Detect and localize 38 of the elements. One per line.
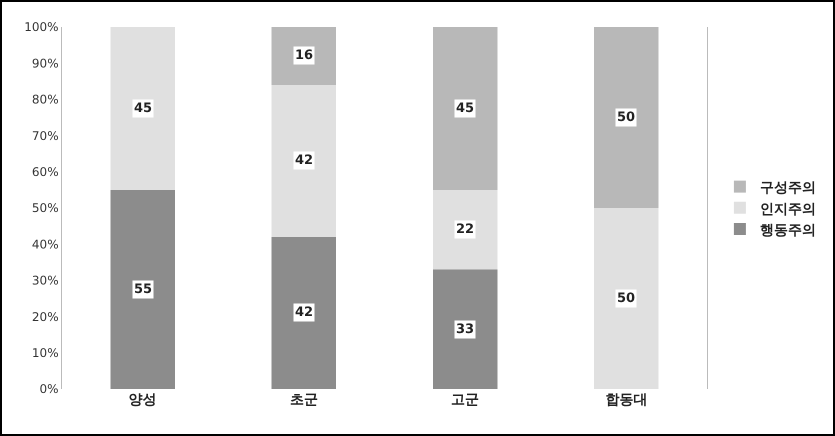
y-tick-label: 20% — [32, 310, 59, 324]
bar — [272, 27, 336, 85]
bar — [432, 270, 498, 389]
y-tick-label: 10% — [32, 346, 59, 360]
data-label: 45 — [134, 101, 152, 116]
bar — [432, 27, 498, 190]
y-tick-label: 40% — [32, 237, 59, 252]
y-tick-label: 50% — [32, 201, 59, 216]
x-tick-label: 고군 — [451, 392, 480, 408]
legend-label: 행동주의 — [760, 222, 816, 238]
legend-label: 구성주의 — [760, 180, 816, 196]
data-label: 55 — [134, 282, 152, 297]
x-tick-label: 양성 — [128, 392, 157, 408]
y-tick-label: 30% — [32, 274, 59, 288]
x-tick-label: 초군 — [290, 392, 318, 408]
y-tick-label: 80% — [32, 92, 59, 107]
y-tick-label: 90% — [32, 56, 59, 70]
bar — [272, 84, 336, 237]
bar — [110, 190, 175, 389]
bar — [110, 27, 175, 190]
data-label: 33 — [456, 322, 474, 337]
data-label: 42 — [295, 153, 314, 168]
y-tick-label: 100% — [24, 20, 59, 34]
x-tick-label: 합동대 — [605, 392, 648, 408]
y-tick-label: 0% — [40, 382, 59, 396]
bar — [594, 208, 659, 389]
data-label: 16 — [295, 48, 314, 63]
y-tick-label: 60% — [32, 165, 59, 179]
bar — [594, 27, 659, 208]
data-label: 45 — [456, 101, 474, 116]
bar — [432, 190, 498, 270]
legend-label: 인지주의 — [760, 201, 816, 218]
data-label: 42 — [295, 305, 314, 320]
data-label: 50 — [617, 291, 636, 306]
bar — [272, 236, 336, 389]
y-tick-label: 70% — [32, 128, 59, 143]
data-label: 22 — [456, 222, 474, 237]
data-label: 50 — [617, 110, 636, 125]
